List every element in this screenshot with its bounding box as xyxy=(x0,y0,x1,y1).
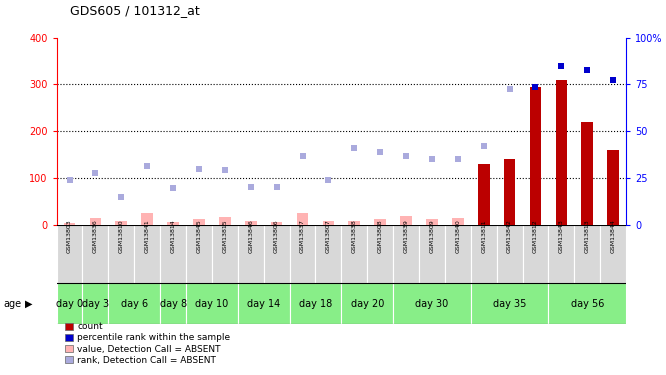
Bar xyxy=(393,225,419,283)
Text: day 6: day 6 xyxy=(121,299,148,309)
Text: GSM13845: GSM13845 xyxy=(196,219,202,253)
Bar xyxy=(367,225,393,283)
Bar xyxy=(57,225,83,283)
Bar xyxy=(393,283,471,324)
Bar xyxy=(64,223,75,225)
Bar xyxy=(186,283,238,324)
Bar xyxy=(400,216,412,225)
Bar xyxy=(607,150,619,225)
Text: GSM13810: GSM13810 xyxy=(119,219,124,253)
Text: GSM13814: GSM13814 xyxy=(170,219,176,253)
Bar xyxy=(109,225,135,283)
Bar xyxy=(186,225,212,283)
Bar xyxy=(426,219,438,225)
Text: GSM13807: GSM13807 xyxy=(326,219,331,253)
Text: day 30: day 30 xyxy=(416,299,448,309)
Bar xyxy=(322,221,334,225)
Bar xyxy=(348,221,360,225)
Text: GSM13843: GSM13843 xyxy=(559,219,564,253)
Text: GSM13812: GSM13812 xyxy=(533,219,538,253)
Text: GSM13846: GSM13846 xyxy=(248,219,253,253)
Bar xyxy=(341,225,367,283)
Bar xyxy=(109,283,160,324)
Text: GSM13841: GSM13841 xyxy=(145,219,150,253)
Bar xyxy=(193,219,204,225)
Bar xyxy=(219,217,230,225)
Bar xyxy=(529,87,541,225)
Text: age: age xyxy=(3,299,21,309)
Bar xyxy=(581,122,593,225)
Bar xyxy=(245,221,256,225)
Text: GSM13837: GSM13837 xyxy=(300,219,305,253)
Bar xyxy=(478,164,490,225)
Bar xyxy=(290,225,316,283)
Bar xyxy=(160,283,186,324)
Bar xyxy=(141,213,153,225)
Text: day 56: day 56 xyxy=(571,299,604,309)
Bar xyxy=(167,222,179,225)
Bar xyxy=(574,225,600,283)
Bar xyxy=(115,221,127,225)
Bar xyxy=(600,225,626,283)
Text: GSM13838: GSM13838 xyxy=(352,219,357,253)
Text: GSM13803: GSM13803 xyxy=(67,219,72,253)
Text: GSM13839: GSM13839 xyxy=(404,219,408,253)
Bar xyxy=(160,225,186,283)
Bar xyxy=(290,283,341,324)
Bar xyxy=(316,225,341,283)
Text: day 8: day 8 xyxy=(160,299,186,309)
Text: ▶: ▶ xyxy=(25,299,33,309)
Bar xyxy=(83,283,109,324)
Bar xyxy=(57,283,83,324)
Bar xyxy=(212,225,238,283)
Text: GSM13811: GSM13811 xyxy=(481,219,486,253)
Bar xyxy=(83,225,109,283)
Bar xyxy=(135,225,160,283)
Text: GSM13806: GSM13806 xyxy=(274,219,279,253)
Bar xyxy=(296,213,308,225)
Bar xyxy=(445,225,471,283)
Text: GSM13844: GSM13844 xyxy=(611,219,615,253)
Bar xyxy=(419,225,445,283)
Bar xyxy=(497,225,523,283)
Text: day 18: day 18 xyxy=(299,299,332,309)
Bar xyxy=(452,218,464,225)
Text: GSM13840: GSM13840 xyxy=(456,219,460,253)
Text: day 0: day 0 xyxy=(56,299,83,309)
Text: GSM13815: GSM13815 xyxy=(222,219,227,253)
Bar xyxy=(503,159,515,225)
Text: GSM13813: GSM13813 xyxy=(585,219,589,253)
Bar xyxy=(264,225,290,283)
Bar xyxy=(471,283,548,324)
Text: day 20: day 20 xyxy=(350,299,384,309)
Text: day 3: day 3 xyxy=(82,299,109,309)
Text: GSM13842: GSM13842 xyxy=(507,219,512,253)
Text: day 10: day 10 xyxy=(195,299,228,309)
Text: GSM13836: GSM13836 xyxy=(93,219,98,253)
Bar xyxy=(374,219,386,225)
Text: day 14: day 14 xyxy=(247,299,280,309)
Bar xyxy=(471,225,497,283)
Bar xyxy=(90,218,101,225)
Bar xyxy=(523,225,548,283)
Bar xyxy=(271,222,282,225)
Bar xyxy=(341,283,393,324)
Text: day 35: day 35 xyxy=(493,299,526,309)
Text: GSM13808: GSM13808 xyxy=(378,219,383,253)
Bar xyxy=(238,225,264,283)
Text: GDS605 / 101312_at: GDS605 / 101312_at xyxy=(70,4,200,17)
Bar xyxy=(555,80,567,225)
Legend: count, percentile rank within the sample, value, Detection Call = ABSENT, rank, : count, percentile rank within the sample… xyxy=(61,319,234,369)
Bar xyxy=(548,283,626,324)
Bar xyxy=(238,283,290,324)
Bar xyxy=(548,225,574,283)
Text: GSM13809: GSM13809 xyxy=(430,219,434,253)
